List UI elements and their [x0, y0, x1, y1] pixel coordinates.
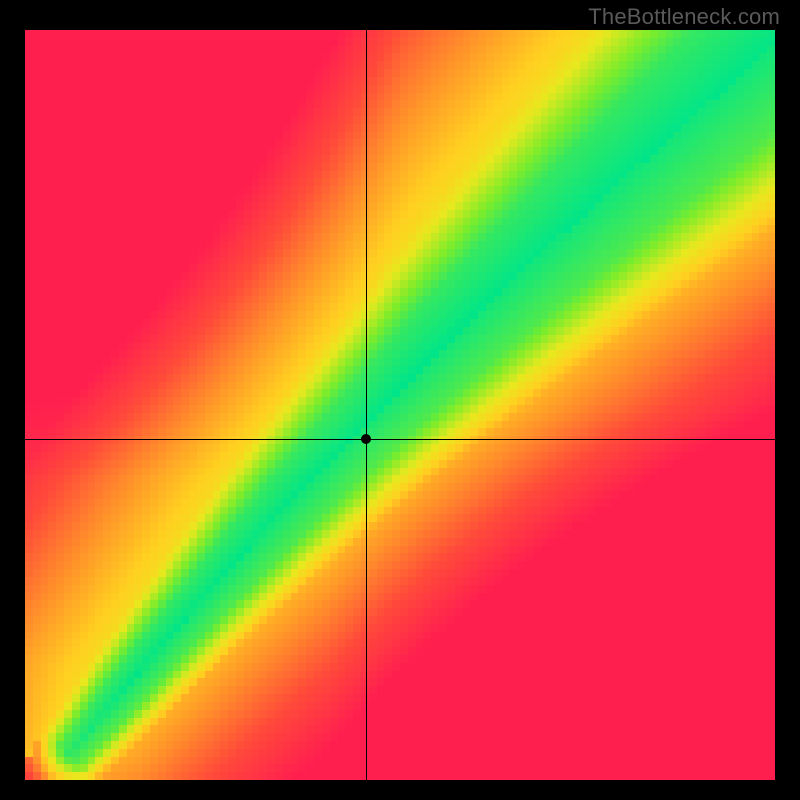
plot-area [25, 30, 775, 780]
crosshair-point [361, 434, 371, 444]
watermark-text: TheBottleneck.com [588, 4, 780, 30]
chart-container: TheBottleneck.com [0, 0, 800, 800]
heatmap-canvas [25, 30, 775, 780]
